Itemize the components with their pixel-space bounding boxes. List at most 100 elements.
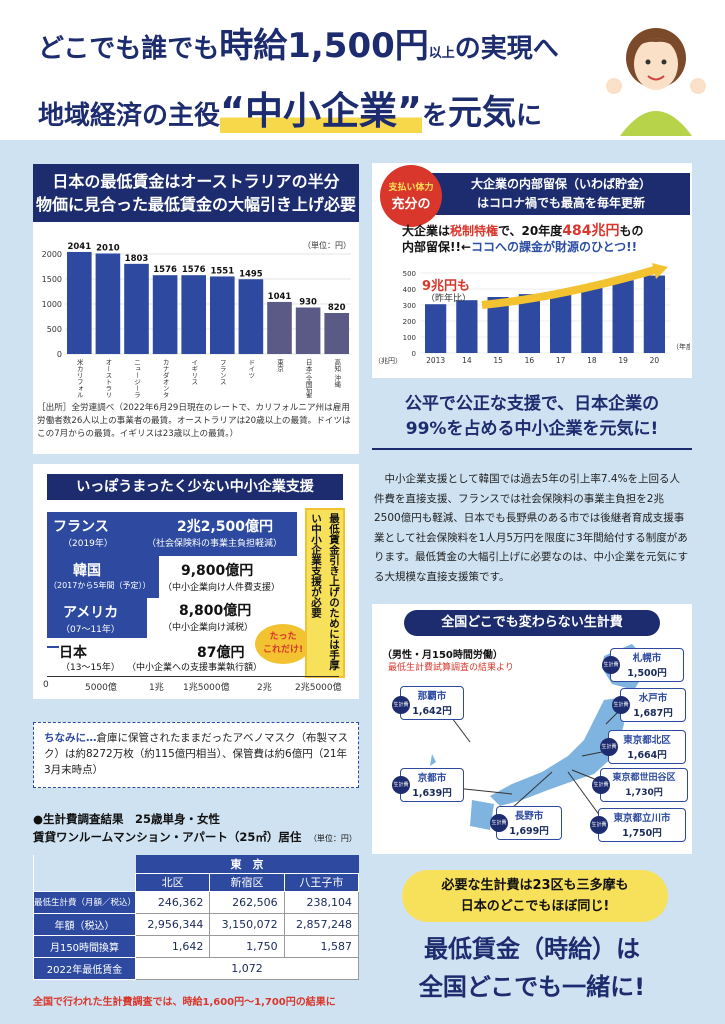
city-kita: 東京都北区 1,664円 <box>608 730 686 764</box>
x-tick-label: 20 <box>650 356 660 365</box>
mask-note: ちなみに…倉庫に保管されたままだったアベノマスク（布製マスク）は約8272万枚（… <box>33 722 359 788</box>
chart-source: ［出所］全労連調べ（2022年6月29日現在のレートで、カリフォルニア州は雇用労… <box>37 403 351 439</box>
reserve-chart: 0 100 200 300 400 500 2013 14 15 16 17 18 19 20 （年度） （兆… <box>374 263 690 365</box>
tatta-bubble: たった これだけ! <box>255 624 311 664</box>
city-value: 1,639円 <box>412 788 452 799</box>
bar <box>67 251 92 354</box>
y-tick-label: 300 <box>403 302 416 310</box>
city-name: 那覇市 <box>417 691 447 702</box>
bar <box>181 275 206 354</box>
increase-sub: （昨年比） <box>426 294 472 304</box>
row-label: 月150時間換算 <box>33 934 136 958</box>
cost-tag-icon: 生計費 <box>612 696 630 714</box>
title-line: 大企業の内部留保（いわば貯金） <box>470 177 651 191</box>
y-tick-label: 1000 <box>42 300 62 309</box>
bar <box>643 275 665 353</box>
country: アメリカ <box>63 605 119 621</box>
text: 内部留保!!← <box>402 240 472 254</box>
side-note: 最低賃金引き上げのためには手厚い中小企業支援が必要 <box>305 508 345 678</box>
message-line: 日本のどこでもほぼ同じ! <box>460 899 610 914</box>
bar <box>487 297 509 353</box>
city-value: 1,500円 <box>627 668 667 679</box>
bar <box>238 279 264 354</box>
badge-line: 充分の <box>391 197 431 212</box>
bar-value-label: 930 <box>299 298 317 308</box>
cell: 1,642 <box>134 934 211 958</box>
min-wage-chart: （単位：円） 0 500 1000 1500 2000 2041 米カリフォルニア州 2010 オ… <box>42 240 351 398</box>
x-tick-label: 19 <box>618 356 628 365</box>
x-tick-label: 17 <box>556 356 566 365</box>
headline-text: どこでも誰でも <box>38 34 220 64</box>
bar <box>550 291 572 353</box>
city-name: 長野市 <box>514 811 544 822</box>
x-tick-label: 16 <box>525 356 535 365</box>
corner <box>33 855 136 873</box>
text-red: 484兆円 <box>562 223 620 239</box>
title-line: 公平で公正な支援で、日本企業の <box>404 394 660 414</box>
increase-label: 9兆円も <box>422 279 471 294</box>
col-header: 新宿区 <box>209 872 285 892</box>
y-tick-label: 500 <box>47 325 62 334</box>
city-name: 東京都世田谷区 <box>612 773 676 783</box>
headline-text: に <box>515 101 542 131</box>
bar-france <box>47 512 297 556</box>
cost-tag-icon: 生計費 <box>590 816 608 834</box>
message-line: 必要な生計費は23区も三多摩も <box>441 878 629 893</box>
y-tick-label: 500 <box>403 270 416 278</box>
title-line: ●生計費調査結果 25歳単身・女性 <box>33 812 221 826</box>
city-kyoto: 京都市 1,639円 <box>400 768 464 802</box>
text-red: 税制特権 <box>450 224 499 238</box>
map-sub: 最低生計費試算調査の結果より <box>388 663 514 673</box>
bar-value-label: 1576 <box>153 265 177 275</box>
x-tick-label: 高知 沖縄 <box>333 358 341 388</box>
y-tick-label: 0 <box>57 350 62 359</box>
bar-usa <box>47 598 147 638</box>
y-tick-label: 200 <box>403 318 416 326</box>
note: （中小企業向け減税） <box>163 623 254 633</box>
bar <box>210 276 235 354</box>
reserve-text: 大企業は税制特権で、20年度484兆円もの 内部留保!!←ココへの課金が財源のひ… <box>402 223 692 255</box>
bar-value-label: 1576 <box>182 265 206 275</box>
headline-small: 以上 <box>428 46 455 61</box>
y-tick-label: 400 <box>403 286 416 294</box>
bubble-line: たった <box>269 632 297 642</box>
city-value: 1,687円 <box>633 708 673 719</box>
cost-tag-icon: 生計費 <box>600 738 618 756</box>
cell: 262,506 <box>209 890 285 914</box>
headline-highlight: “中小企業” <box>220 89 422 133</box>
header: どこでも誰でも時給1,500円以上の実現へ 地域経済の主役“中小企業”を元気に <box>0 0 725 140</box>
bar-value-label: 2010 <box>96 244 120 254</box>
living-cost-title: ●生計費調査結果 25歳単身・女性 賃貸ワンルームマンション・アパート（25㎡）… <box>33 810 357 848</box>
city-value: 1,642円 <box>412 706 452 717</box>
bar-korea <box>47 556 159 598</box>
title-line: 99%を占める中小企業を元気に! <box>405 419 659 439</box>
headline-text: の実現へ <box>454 34 559 64</box>
city-value: 1,664円 <box>627 750 667 761</box>
cost-tag-icon: 生計費 <box>602 656 620 674</box>
headline-text: 地域経済の主役 <box>38 101 221 131</box>
text-blue: ココへの課金が財源のひとつ!! <box>471 240 638 254</box>
support-body: 中小企業支援として韓国では過去5年の引上率7.4%を上回る人件費を直接支援、フラ… <box>374 473 689 583</box>
city-value: 1,699円 <box>509 826 549 837</box>
note: （社会保険料の事業主負担軽減） <box>147 539 283 549</box>
bar-value-label: 1551 <box>210 266 234 276</box>
axis-tick: 2兆 <box>257 683 272 693</box>
x-tick-label: 米カリフォルニア州 <box>75 358 83 398</box>
title-line: 日本の最低賃金はオーストラリアの半分 <box>52 172 340 191</box>
y-tick-label: 0 <box>412 350 416 358</box>
x-tick-label: カナダオンタリオ州 <box>161 359 169 398</box>
text: もの <box>619 224 644 238</box>
map-sub: （男性・月150時間労働） <box>382 650 503 661</box>
cell: 3,150,072 <box>209 912 285 936</box>
axis-tick: 1兆5000億 <box>183 683 230 693</box>
min-wage-title: 日本の最低賃金はオーストラリアの半分 物価に見合った最低賃金の大幅引き上げ必要 <box>33 164 359 222</box>
year: （13～15年） <box>61 663 120 673</box>
bar <box>425 304 447 353</box>
cell: 2,956,344 <box>134 912 211 936</box>
cost-tag-icon: 生計費 <box>592 776 610 794</box>
yellow-message: 必要な生計費は23区も三多摩も 日本のどこでもほぼ同じ! <box>402 870 668 922</box>
city-value: 1,730円 <box>625 788 663 798</box>
x-tick-label: 14 <box>462 356 472 365</box>
headline-line2: 地域経済の主役“中小企業”を元気に <box>38 80 542 135</box>
row-label: 最低生計費（月額／税込） <box>33 890 136 914</box>
